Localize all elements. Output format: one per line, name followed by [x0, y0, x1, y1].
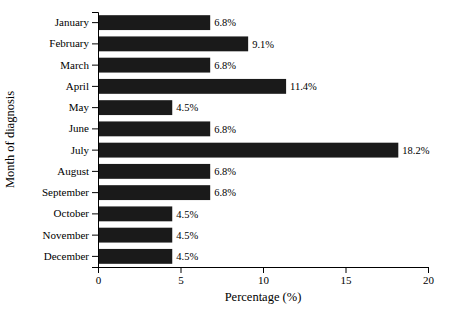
data-labels: 6.8% 9.1% 6.8% 11.4% 4.5% 6.8% 18.2% 6.8% 6.8% 4.…: [176, 17, 429, 262]
tick-mark: [92, 107, 98, 108]
axis-line: [92, 13, 99, 268]
tick-mark: [92, 86, 98, 87]
bar: [98, 143, 398, 158]
tick: September: [42, 186, 98, 198]
tick-label: 15: [341, 274, 353, 286]
tick-label: January: [55, 16, 90, 28]
tick-label: December: [44, 250, 90, 262]
y-axis-title: Month of diagnosis: [3, 91, 17, 188]
tick: November: [43, 229, 98, 241]
data-label: 6.8%: [214, 60, 236, 71]
x-axis-title: Percentage (%): [225, 290, 302, 304]
axis-line: [99, 268, 429, 274]
bar: [98, 249, 172, 264]
bar: [98, 185, 210, 200]
tick-label: March: [60, 59, 89, 71]
bar: [98, 206, 172, 221]
tick-mark: [92, 43, 98, 44]
data-label: 6.8%: [214, 17, 236, 28]
tick-mark: [92, 256, 98, 257]
tick-label: July: [71, 144, 90, 156]
tick: April: [66, 80, 98, 92]
tick: January: [55, 16, 98, 28]
bar: [98, 228, 172, 243]
tick: July: [71, 144, 98, 156]
tick-label: February: [49, 37, 89, 49]
tick-mark: [92, 22, 98, 23]
data-label: 4.5%: [176, 230, 198, 241]
tick: February: [49, 37, 98, 49]
data-label: 6.8%: [214, 124, 236, 135]
tick-mark: [181, 267, 182, 273]
tick-mark: [263, 267, 264, 273]
tick-mark: [92, 171, 98, 172]
tick: March: [60, 59, 98, 71]
chart: 0 5 10 15 20 January February March April May June…: [0, 0, 472, 309]
bar: [98, 100, 172, 115]
bar: [98, 79, 286, 94]
tick-label: October: [54, 207, 90, 219]
tick: 0: [96, 267, 102, 286]
data-label: 4.5%: [176, 209, 198, 220]
tick-label: November: [43, 229, 90, 241]
data-label: 6.8%: [214, 187, 236, 198]
tick-mark: [92, 192, 98, 193]
data-label: 11.4%: [290, 81, 317, 92]
data-label: 9.1%: [252, 39, 274, 50]
tick-label: May: [69, 101, 90, 113]
bar: [98, 15, 210, 30]
tick: October: [54, 207, 98, 219]
bar: [98, 58, 210, 73]
tick-mark: [92, 65, 98, 66]
tick-mark: [92, 213, 98, 214]
plot: 0 5 10 15 20 January February March April May June…: [42, 13, 435, 286]
y-axis: January February March April May June July Augu…: [42, 13, 99, 268]
tick-mark: [92, 128, 98, 129]
tick-mark: [428, 267, 429, 273]
tick: June: [69, 122, 98, 134]
bars: [98, 15, 398, 264]
tick: 5: [178, 267, 184, 286]
data-label: 18.2%: [402, 145, 429, 156]
tick: 15: [341, 267, 353, 286]
tick: 10: [258, 267, 270, 286]
bar: [98, 36, 248, 51]
tick: May: [69, 101, 98, 113]
bar: [98, 164, 210, 179]
data-label: 6.8%: [214, 166, 236, 177]
tick-label: 10: [258, 274, 270, 286]
tick-label: April: [66, 80, 89, 92]
tick-label: August: [57, 165, 89, 177]
tick-label: 0: [96, 274, 102, 286]
tick: August: [57, 165, 98, 177]
tick-label: 20: [423, 274, 435, 286]
tick-label: 5: [178, 274, 184, 286]
tick: December: [44, 250, 98, 262]
tick: 20: [423, 267, 435, 286]
tick-label: September: [42, 186, 89, 198]
tick-mark: [92, 235, 98, 236]
data-label: 4.5%: [176, 251, 198, 262]
bar: [98, 121, 210, 136]
data-label: 4.5%: [176, 102, 198, 113]
tick-mark: [92, 150, 98, 151]
tick-mark: [346, 267, 347, 273]
x-axis: 0 5 10 15 20: [96, 267, 435, 286]
tick-label: June: [69, 122, 89, 134]
